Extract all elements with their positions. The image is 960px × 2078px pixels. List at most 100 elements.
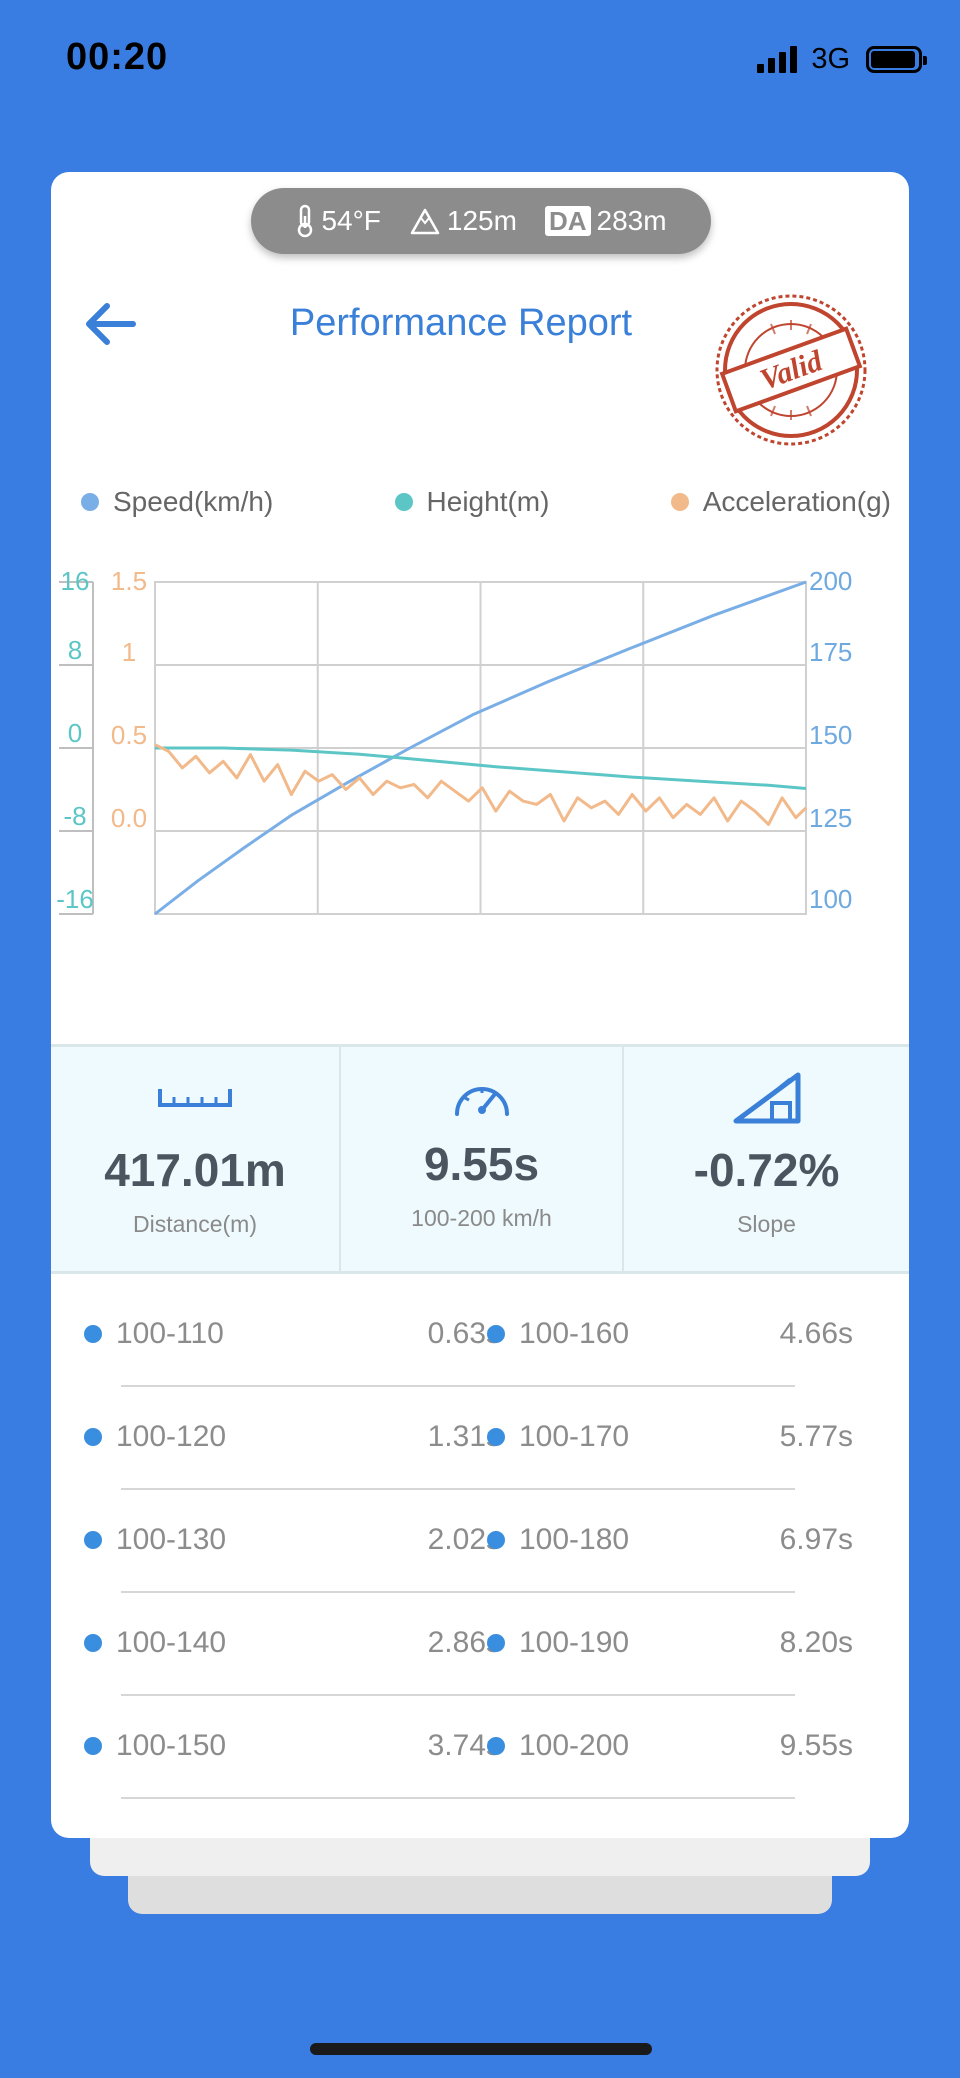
split-left-range-cell: 100-110 bbox=[84, 1314, 224, 1354]
split-right-range: 100-190 bbox=[519, 1626, 630, 1659]
split-dot bbox=[84, 1531, 102, 1549]
chart-series-acceleration-line bbox=[154, 743, 808, 826]
split-right-range: 100-160 bbox=[519, 1317, 630, 1350]
split-right-time: 9.55s bbox=[779, 1729, 853, 1762]
split-left-range: 100-140 bbox=[116, 1626, 227, 1659]
chart-speed-tick-label: 150 bbox=[809, 720, 852, 750]
page-title: Performance Report bbox=[289, 302, 633, 344]
chart-acceleration-tick-label: 0.0 bbox=[111, 803, 147, 833]
split-left-range-cell: 100-150 bbox=[84, 1726, 226, 1766]
altitude-value: 125m bbox=[446, 205, 517, 236]
split-dot bbox=[487, 1325, 505, 1343]
status-time: 00:20 bbox=[66, 36, 169, 78]
altitude-item: 125m bbox=[409, 205, 517, 237]
stat-time-value: 9.55s bbox=[423, 1138, 540, 1190]
split-right-range: 100-170 bbox=[519, 1420, 630, 1453]
chart-height-tick-label: 0 bbox=[68, 718, 82, 748]
mountain-icon bbox=[409, 206, 441, 236]
split-row: 100-120 1.31s 100-170 5.77s bbox=[51, 1387, 909, 1490]
split-left-time: 1.31s bbox=[427, 1420, 501, 1453]
status-indicators: 3G bbox=[757, 42, 927, 76]
legend-height: Height(m) bbox=[394, 486, 549, 518]
split-right-range-cell: 100-180 bbox=[487, 1520, 629, 1560]
split-right-range-cell: 100-170 bbox=[487, 1417, 629, 1457]
chart-acceleration-tick-label: 1.5 bbox=[111, 566, 147, 596]
chart-speed-tick-label: 200 bbox=[809, 566, 852, 596]
split-right-time: 4.66s bbox=[779, 1317, 853, 1350]
chart-height-tick-label: 16 bbox=[61, 566, 90, 596]
split-right-range: 100-180 bbox=[519, 1523, 630, 1556]
split-left-time: 0.63s bbox=[427, 1317, 501, 1350]
signal-icon bbox=[757, 45, 798, 73]
split-right-range-cell: 100-200 bbox=[487, 1726, 629, 1766]
split-dot bbox=[84, 1737, 102, 1755]
split-dot bbox=[487, 1737, 505, 1755]
chart-series-speed-line bbox=[154, 580, 807, 916]
chart-acceleration-tick-label: 0.5 bbox=[111, 720, 147, 750]
split-times-list: 100-110 0.63s 100-160 4.66s 100-120 1.31s 100-… bbox=[51, 1284, 909, 1799]
stat-distance-label: Distance(m) bbox=[133, 1211, 257, 1237]
split-dot bbox=[84, 1325, 102, 1343]
performance-chart: 16 8 0 -8 -16 1.5 1 0.5 0.0 200 175 150 125 100 bbox=[56, 566, 852, 916]
temperature-value: 54°F bbox=[321, 205, 381, 236]
chart-height-tick-label: -16 bbox=[56, 884, 94, 914]
split-left-range: 100-150 bbox=[116, 1729, 227, 1762]
chart-height-tick-label: 8 bbox=[68, 635, 82, 665]
speedometer-icon bbox=[451, 1069, 513, 1125]
legend-speed: Speed(km/h) bbox=[81, 486, 273, 518]
network-type: 3G bbox=[811, 42, 850, 75]
back-button[interactable] bbox=[75, 292, 147, 356]
density-altitude-item: DA 283m bbox=[544, 205, 667, 237]
split-right-time: 6.97s bbox=[779, 1523, 853, 1556]
ruler-icon bbox=[158, 1069, 232, 1125]
density-altitude-badge: DA bbox=[544, 206, 591, 236]
split-row: 100-150 3.74s 100-200 9.55s bbox=[51, 1696, 909, 1799]
split-dot bbox=[487, 1531, 505, 1549]
stat-slope-label: Slope bbox=[737, 1211, 796, 1237]
split-left-time: 2.86s bbox=[427, 1626, 501, 1659]
split-left-range-cell: 100-140 bbox=[84, 1623, 226, 1663]
stat-distance-value: 417.01m bbox=[104, 1144, 286, 1196]
stat-time-label: 100-200 km/h bbox=[411, 1205, 552, 1231]
split-right-range: 100-200 bbox=[519, 1729, 630, 1762]
split-right-time: 8.20s bbox=[779, 1626, 853, 1659]
stat-time: 9.55s 100-200 km/h bbox=[339, 1047, 622, 1271]
environment-conditions: 54°F 125m DA 283m bbox=[251, 188, 711, 254]
density-altitude-value: 283m bbox=[596, 205, 667, 236]
stat-distance: 417.01m Distance(m) bbox=[51, 1047, 339, 1271]
legend-speed-dot bbox=[81, 493, 99, 511]
split-right-range-cell: 100-190 bbox=[487, 1623, 629, 1663]
battery-icon bbox=[866, 45, 927, 73]
slope-icon bbox=[732, 1069, 802, 1125]
status-bar: 00:20 3G bbox=[0, 0, 960, 120]
split-dot bbox=[487, 1634, 505, 1652]
split-dot bbox=[84, 1428, 102, 1446]
back-arrow-icon bbox=[86, 303, 136, 345]
chart-speed-tick-label: 100 bbox=[809, 884, 852, 914]
legend-acceleration-label: Acceleration(g) bbox=[702, 486, 891, 517]
chart-series-height-line bbox=[155, 746, 807, 790]
home-indicator[interactable] bbox=[310, 2043, 652, 2055]
chart-legend: Speed(km/h) Height(m) Acceleration(g) bbox=[81, 480, 891, 524]
thermometer-icon bbox=[295, 204, 315, 238]
stat-slope-value: -0.72% bbox=[693, 1144, 840, 1196]
chart-speed-tick-label: 175 bbox=[809, 637, 852, 667]
legend-acceleration-dot bbox=[670, 493, 689, 511]
split-left-range-cell: 100-130 bbox=[84, 1520, 226, 1560]
split-left-range-cell: 100-120 bbox=[84, 1417, 226, 1457]
chart-speed-tick-label: 125 bbox=[809, 803, 852, 833]
split-left-time: 3.74s bbox=[427, 1729, 501, 1762]
split-left-range: 100-130 bbox=[116, 1523, 227, 1556]
legend-acceleration: Acceleration(g) bbox=[670, 486, 891, 518]
stat-slope: -0.72% Slope bbox=[622, 1047, 909, 1271]
legend-speed-label: Speed(km/h) bbox=[113, 486, 274, 517]
split-row: 100-130 2.02s 100-180 6.97s bbox=[51, 1490, 909, 1593]
split-dot bbox=[487, 1428, 505, 1446]
split-left-range: 100-120 bbox=[116, 1420, 227, 1453]
chart-height-tick-label: -8 bbox=[63, 801, 86, 831]
split-row: 100-110 0.63s 100-160 4.66s bbox=[51, 1284, 909, 1387]
chart-acceleration-tick-label: 1 bbox=[122, 637, 136, 667]
valid-stamp-icon: Valid bbox=[715, 294, 867, 446]
split-right-time: 5.77s bbox=[779, 1420, 853, 1453]
split-dot bbox=[84, 1634, 102, 1652]
